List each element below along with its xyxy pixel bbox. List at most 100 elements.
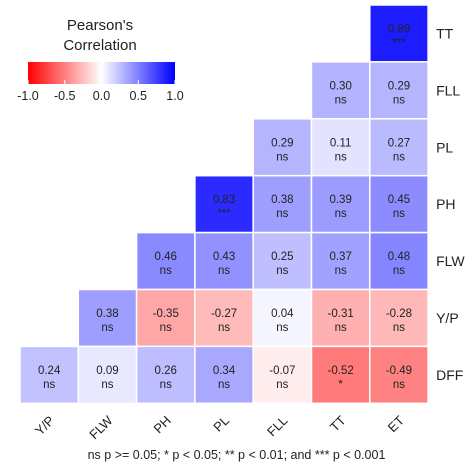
cell-value-label: -0.49: [386, 365, 412, 377]
heatmap-cell-y-p-ph: -0.35 ns: [135, 288, 196, 348]
cell-rect: [194, 288, 254, 348]
cell-rect: [252, 174, 313, 234]
cell-value-label: 0.48: [388, 251, 410, 263]
cell-value-label: -0.35: [153, 308, 179, 320]
cell-rect: [369, 4, 429, 63]
heatmap-cell-fll-tt: 0.30 ns: [310, 61, 371, 120]
cell-significance-label: ns: [335, 208, 347, 220]
legend-tick-label: -1.0: [17, 89, 39, 103]
cell-significance-label: ns: [393, 94, 405, 106]
cell-rect: [310, 231, 371, 291]
heatmap-cell-flw-tt: 0.37 ns: [310, 231, 371, 291]
cell-significance-label: ns: [393, 322, 405, 334]
heatmap-cell-pl-et: 0.27 ns: [369, 118, 429, 177]
heatmap-cell-ph-fll: 0.38 ns: [252, 174, 313, 234]
legend-tick-label: 1.0: [166, 89, 183, 103]
cell-significance-label: ns: [43, 379, 55, 391]
cell-significance-label: ns: [160, 379, 172, 391]
row-label-pl: PL: [436, 139, 453, 155]
cell-significance-label: ns: [393, 151, 405, 163]
cell-value-label: -0.31: [328, 308, 354, 320]
column-label-et: ET: [385, 413, 407, 435]
heatmap-cell-dff-y-p: 0.24 ns: [19, 345, 80, 405]
cell-significance-label: ns: [276, 151, 288, 163]
heatmap-cell-dff-ph: 0.26 ns: [135, 345, 196, 405]
cell-rect: [310, 288, 371, 348]
heatmap-cell-pl-fll: 0.29 ns: [252, 118, 313, 177]
row-label-fll: FLL: [436, 82, 460, 98]
cell-significance-label: ns: [276, 265, 288, 277]
cell-rect: [194, 231, 254, 291]
legend-tick-label: -0.5: [54, 89, 76, 103]
row-label-ph: PH: [436, 196, 455, 212]
cell-rect: [252, 231, 313, 291]
cell-significance-label: ns: [101, 322, 113, 334]
cell-significance-label: ns: [276, 322, 288, 334]
cell-significance-label: ns: [218, 265, 230, 277]
heatmap-cell-dff-fll: -0.07 ns: [252, 345, 313, 405]
cell-rect: [369, 174, 429, 234]
cell-value-label: 0.25: [271, 251, 293, 263]
cell-significance-label: ***: [217, 208, 231, 220]
heatmap-cell-pl-tt: 0.11 ns: [310, 118, 371, 177]
cell-value-label: -0.52: [328, 365, 354, 377]
cell-significance-label: ns: [218, 379, 230, 391]
legend-title-line1: Pearson's: [67, 17, 133, 34]
row-label-flw: FLW: [436, 253, 465, 269]
cell-value-label: 0.83: [213, 194, 235, 206]
cell-significance-label: ns: [101, 379, 113, 391]
significance-caption: ns p >= 0.05; * p < 0.05; ** p < 0.01; a…: [87, 448, 386, 462]
cell-value-label: 0.38: [96, 308, 118, 320]
heatmap-cell-dff-tt: -0.52 *: [310, 345, 371, 405]
heatmap-cell-tt-et: 0.89 ***: [369, 4, 429, 63]
cell-rect: [19, 345, 80, 405]
column-label-tt: TT: [327, 413, 349, 435]
cell-significance-label: *: [338, 379, 343, 391]
column-label-fll: FLL: [264, 413, 290, 439]
heatmap-cell-y-p-fll: 0.04 ns: [252, 288, 313, 348]
heatmap-cell-dff-flw: 0.09 ns: [77, 345, 138, 405]
cell-significance-label: ns: [160, 322, 172, 334]
row-label-dff: DFF: [436, 367, 463, 383]
cell-value-label: 0.37: [329, 251, 351, 263]
cell-value-label: -0.27: [211, 308, 237, 320]
cell-value-label: 0.30: [329, 80, 351, 92]
heatmap-cell-ph-et: 0.45 ns: [369, 174, 429, 234]
cell-rect: [135, 345, 196, 405]
cell-significance-label: ns: [393, 379, 405, 391]
cell-value-label: 0.39: [329, 194, 351, 206]
heatmap-cell-flw-ph: 0.46 ns: [135, 231, 196, 291]
legend-colorbar: [28, 62, 175, 84]
cell-rect: [369, 118, 429, 177]
cell-significance-label: ns: [276, 379, 288, 391]
cell-value-label: 0.09: [96, 365, 118, 377]
heatmap-cell-flw-et: 0.48 ns: [369, 231, 429, 291]
cell-value-label: -0.07: [269, 365, 295, 377]
heatmap-cell-dff-et: -0.49 ns: [369, 345, 429, 405]
cell-rect: [135, 288, 196, 348]
cell-rect: [310, 345, 371, 405]
cell-significance-label: ns: [393, 208, 405, 220]
cell-significance-label: ***: [392, 37, 406, 49]
cell-value-label: 0.29: [388, 80, 410, 92]
legend-title-line2: Correlation: [63, 37, 136, 54]
cell-value-label: 0.11: [330, 137, 352, 149]
cell-rect: [194, 174, 254, 234]
cell-value-label: 0.89: [388, 23, 410, 35]
column-label-pl: PL: [210, 413, 232, 435]
cell-value-label: -0.28: [386, 308, 412, 320]
row-label-y-p: Y/P: [436, 310, 459, 326]
cell-value-label: 0.24: [38, 365, 61, 377]
cell-value-label: 0.34: [213, 365, 236, 377]
heatmap-cell-dff-pl: 0.34 ns: [194, 345, 254, 405]
cell-rect: [77, 288, 138, 348]
cell-significance-label: ns: [160, 265, 172, 277]
cell-value-label: 0.43: [213, 251, 235, 263]
cell-value-label: 0.29: [271, 137, 293, 149]
row-label-tt: TT: [436, 25, 454, 41]
legend: Pearson's Correlation -1.0 -0.5 0.0 0.5 1.0: [17, 17, 184, 103]
cell-rect: [310, 61, 371, 120]
heatmap-cell-ph-tt: 0.39 ns: [310, 174, 371, 234]
column-label-flw: FLW: [86, 412, 116, 442]
